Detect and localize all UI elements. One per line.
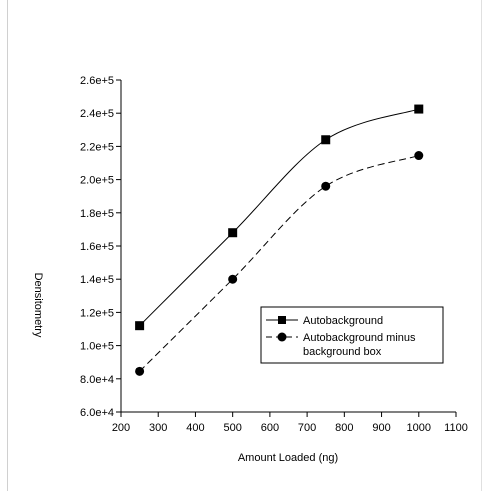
x-tick-label: 600 [261,422,279,434]
x-tick-label: 800 [335,422,353,434]
y-tick-label: 8.0e+4 [80,374,114,386]
legend-circle-marker [277,332,287,342]
data-point-circle [135,366,145,376]
y-tick-label: 2.2e+5 [80,141,114,153]
legend-label-autobackground: Autobackground [303,315,383,327]
legend-label-minus-line1: Autobackground minus [303,332,416,344]
x-tick-label: 500 [223,422,241,434]
series-markers [135,104,424,376]
y-axis-label: Densitometry [32,273,44,338]
y-tick-label: 1.0e+5 [80,341,114,353]
data-point-circle [321,181,331,191]
legend-box [260,306,444,364]
x-tick-label: 200 [112,422,130,434]
data-point-square [228,228,238,238]
x-axis-label: Amount Loaded (ng) [238,452,338,464]
x-tick-label: 300 [149,422,167,434]
y-tick-label: 2.0e+5 [80,175,114,187]
data-point-square [135,321,145,331]
series-lines [139,108,419,372]
data-point-square [414,104,424,114]
y-tick-label: 1.4e+5 [80,274,114,286]
x-tick-label: 700 [298,422,316,434]
legend-entry-autobackground: Autobackground [266,315,383,327]
x-tick-label: 1100 [444,422,468,434]
y-tick-label: 1.6e+5 [80,241,114,253]
y-tick-label: 1.8e+5 [80,208,114,220]
data-point-circle [414,151,424,161]
series-line-1 [139,108,419,327]
legend-label-minus-line2: background box [303,346,382,358]
x-tick-label: 400 [186,422,204,434]
y-tick-label: 1.2e+5 [80,307,114,319]
y-tick-label: 2.6e+5 [80,75,114,87]
x-tick-label: 900 [372,422,390,434]
data-point-square [321,135,331,145]
y-tick-label: 2.4e+5 [80,108,114,120]
y-ticks: 6.0e+4 8.0e+4 1.0e+5 1.2e+5 1.4e+5 1.6e+5 1.8e… [80,75,121,419]
x-tick-label: 1000 [407,422,431,434]
y-tick-label: 6.0e+4 [80,407,114,419]
data-point-circle [228,274,238,284]
legend: Autobackground Autobackground minus back… [260,306,444,364]
legend-entry-minus-background: Autobackground minus background box [266,332,416,358]
plot-area: 200 300 400 500 600 700 800 900 1000 1100 6.0e+4 8… [32,75,468,464]
series-line-2 [139,155,419,372]
x-ticks: 200 300 400 500 600 700 800 900 1000 1100 [112,412,468,434]
legend-square-marker [278,316,286,324]
